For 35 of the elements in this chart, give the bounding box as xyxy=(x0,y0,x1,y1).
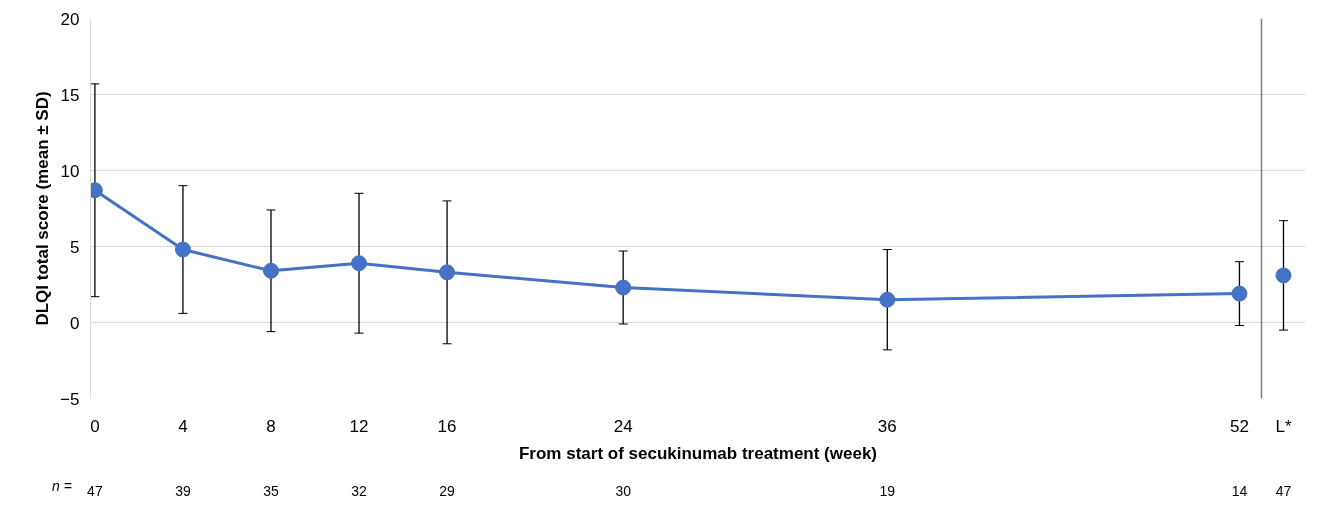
point xyxy=(1275,267,1292,284)
point xyxy=(174,241,191,258)
text: 47 xyxy=(87,482,103,499)
text: 29 xyxy=(439,482,456,499)
y-axis-title: DLQI total score (mean ± SD) xyxy=(33,91,53,326)
x-axis-title: From start of secukinumab treatment (week) xyxy=(518,443,878,463)
x-tick-label: 8 xyxy=(266,416,276,436)
text: 39 xyxy=(175,482,191,499)
text: 47 xyxy=(1275,482,1292,499)
x-tick-label: 36 xyxy=(877,416,897,436)
x-tick-label: 0 xyxy=(90,416,100,436)
y-tick-label: 0 xyxy=(70,313,80,333)
y-tick-label: −5 xyxy=(60,389,80,409)
point xyxy=(1231,285,1248,302)
text: n = xyxy=(52,477,72,496)
point xyxy=(615,279,632,296)
text: 35 xyxy=(263,482,279,499)
text: 14 xyxy=(1231,482,1248,499)
y-tick-label: 15 xyxy=(60,85,80,105)
y-tick-label: 5 xyxy=(70,237,80,257)
text: 30 xyxy=(615,482,632,499)
y-tick-label: 20 xyxy=(60,9,80,29)
text: 32 xyxy=(351,482,368,499)
x-tick-label: L* xyxy=(1275,416,1292,436)
point xyxy=(351,255,368,272)
point xyxy=(439,264,456,281)
x-tick-label: 24 xyxy=(613,416,633,436)
x-tick-label: 52 xyxy=(1230,416,1249,436)
x-tick-label: 16 xyxy=(437,416,457,436)
point xyxy=(262,262,279,279)
text: 19 xyxy=(879,482,896,499)
y-tick-label: 10 xyxy=(60,161,80,181)
x-tick-label: 12 xyxy=(349,416,369,436)
point xyxy=(879,291,896,308)
x-tick-label: 4 xyxy=(178,416,188,436)
